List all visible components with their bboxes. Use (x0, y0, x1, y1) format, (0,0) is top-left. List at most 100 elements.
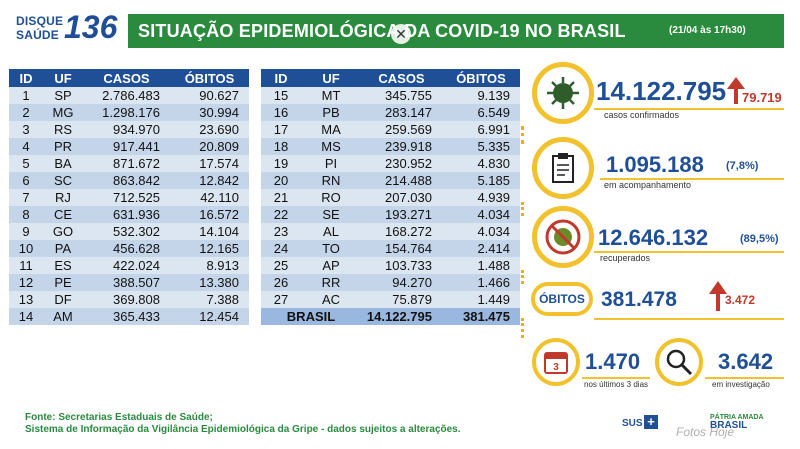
footer-logos: SUS + PÁTRIA AMADA BRASIL (622, 414, 782, 436)
table-row: 24 TO 154.764 2.414 (261, 240, 520, 257)
cell-casos: 456.628 (83, 240, 170, 257)
cell-obitos: 1.488 (442, 257, 520, 274)
cell-casos: 863.842 (83, 172, 170, 189)
cell-obitos: 4.830 (442, 155, 520, 172)
gov-bottom: BRASIL (710, 420, 748, 431)
deaths-value: 381.478 (601, 288, 677, 311)
col-uf: UF (43, 69, 83, 87)
cell-obitos: 12.454 (170, 308, 249, 325)
virus-icon (547, 77, 579, 109)
source-line: Fonte: Secretarias Estaduais de Saúde; (25, 412, 213, 423)
cell-casos: 871.672 (83, 155, 170, 172)
cell-obitos: 7.388 (170, 291, 249, 308)
cell-casos: 103.733 (361, 257, 442, 274)
cell-uf: DF (43, 291, 83, 308)
dotted-connector (521, 270, 540, 284)
cell-uf: AP (301, 257, 361, 274)
cell-casos: 712.525 (83, 189, 170, 206)
total-casos: 14.122.795 (361, 308, 442, 325)
table-row: 27 AC 75.879 1.449 (261, 291, 520, 308)
cell-id: 18 (261, 138, 301, 155)
cell-casos: 259.569 (361, 121, 442, 138)
divider (600, 178, 784, 180)
recovered-value: 12.646.132 (598, 225, 709, 250)
table-row: 16 PB 283.147 6.549 (261, 104, 520, 121)
cell-obitos: 13.380 (170, 274, 249, 291)
cell-casos: 1.298.176 (83, 104, 170, 121)
recovered-pct: (89,5%) (740, 233, 779, 245)
monitoring-label: em acompanhamento (604, 180, 692, 190)
cell-id: 7 (9, 189, 43, 206)
confirmed-delta: 79.719 (742, 90, 782, 105)
cell-uf: AC (301, 291, 361, 308)
cell-id: 3 (9, 121, 43, 138)
cell-obitos: 12.842 (170, 172, 249, 189)
cell-uf: GO (43, 223, 83, 240)
brand-bottom: SAÚDE (16, 28, 60, 42)
states-table-right: ID UF CASOS ÓBITOS 15 MT 345.755 9.139 16 PB 2… (261, 69, 520, 325)
cell-id: 13 (9, 291, 43, 308)
table-row: 6 SC 863.842 12.842 (9, 172, 249, 189)
cell-uf: MG (43, 104, 83, 121)
close-icon[interactable]: ✕ (391, 24, 411, 44)
total-label: BRASIL (261, 308, 361, 325)
table-row: 13 DF 369.808 7.388 (9, 291, 249, 308)
calendar-circle: 3 (532, 338, 580, 386)
investigation-value: 3.642 (718, 349, 774, 374)
table-header: ID UF CASOS ÓBITOS (9, 69, 249, 87)
cell-casos: 94.270 (361, 274, 442, 291)
cell-uf: CE (43, 206, 83, 223)
cell-obitos: 2.414 (442, 240, 520, 257)
cell-casos: 532.302 (83, 223, 170, 240)
table-row: 7 RJ 712.525 42.110 (9, 189, 249, 206)
cell-id: 21 (261, 189, 301, 206)
cell-uf: MA (301, 121, 361, 138)
cell-uf: PA (43, 240, 83, 257)
up-arrow-head (709, 281, 727, 294)
cell-id: 11 (9, 257, 43, 274)
table-row: 10 PA 456.628 12.165 (9, 240, 249, 257)
cell-casos: 369.808 (83, 291, 170, 308)
cell-casos: 283.147 (361, 104, 442, 121)
table-body-right: 15 MT 345.755 9.139 16 PB 283.147 6.549 17 MA 259.… (261, 87, 520, 308)
cell-uf: PE (43, 274, 83, 291)
cell-obitos: 23.690 (170, 121, 249, 138)
cell-obitos: 5.335 (442, 138, 520, 155)
table-row: 1 SP 2.786.483 90.627 (9, 87, 249, 104)
table-row: 21 RO 207.030 4.939 (261, 189, 520, 206)
divider (594, 108, 784, 110)
obitos-badge: ÓBITOS (531, 282, 593, 316)
cell-casos: 168.272 (361, 223, 442, 240)
cell-uf: MT (301, 87, 361, 104)
cell-obitos: 12.165 (170, 240, 249, 257)
cell-obitos: 8.913 (170, 257, 249, 274)
virus-crossed-icon (545, 219, 581, 255)
cell-obitos: 14.104 (170, 223, 249, 240)
cell-obitos: 4.939 (442, 189, 520, 206)
plus-icon: + (644, 415, 658, 429)
table-row: 2 MG 1.298.176 30.994 (9, 104, 249, 121)
table-row: 5 BA 871.672 17.574 (9, 155, 249, 172)
cell-obitos: 17.574 (170, 155, 249, 172)
cell-uf: AL (301, 223, 361, 240)
cell-id: 6 (9, 172, 43, 189)
total-obitos: 381.475 (442, 308, 520, 325)
col-id: ID (261, 69, 301, 87)
cell-uf: MS (301, 138, 361, 155)
cell-id: 8 (9, 206, 43, 223)
magnifier-circle (655, 338, 703, 386)
dotted-connector (521, 318, 540, 338)
cell-casos: 2.786.483 (83, 87, 170, 104)
cell-uf: RR (301, 274, 361, 291)
cell-obitos: 5.185 (442, 172, 520, 189)
monitoring-pct: (7,8%) (726, 160, 759, 172)
report-date: (21/04 às 17h30) (669, 25, 746, 36)
magnifier-icon (666, 349, 693, 376)
cell-id: 14 (9, 308, 43, 325)
cell-id: 1 (9, 87, 43, 104)
cell-id: 22 (261, 206, 301, 223)
virus-circle (532, 62, 594, 124)
cell-uf: SE (301, 206, 361, 223)
cell-id: 16 (261, 104, 301, 121)
cell-obitos: 6.991 (442, 121, 520, 138)
